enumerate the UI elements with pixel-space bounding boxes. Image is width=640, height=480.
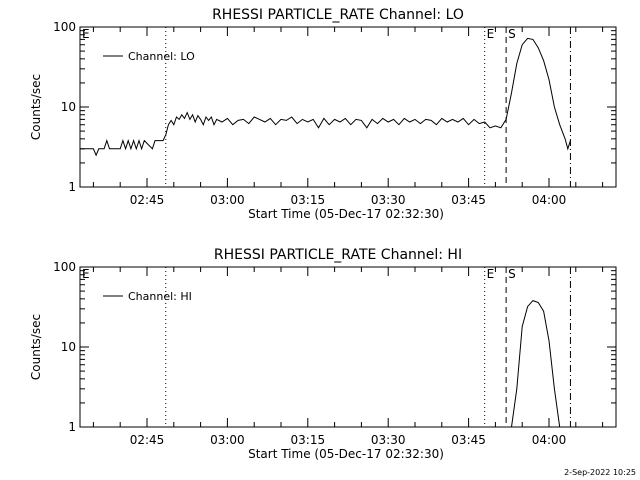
x-tick-label: 04:00 <box>532 193 567 207</box>
x-tick-label: 02:45 <box>130 193 165 207</box>
y-tick-label: 1 <box>68 420 76 434</box>
x-tick-label: 04:00 <box>532 433 567 447</box>
series-line <box>511 300 561 428</box>
chart-title: RHESSI PARTICLE_RATE Channel: LO <box>212 7 464 23</box>
marker-label: E <box>82 267 90 281</box>
chart-title: RHESSI PARTICLE_RATE Channel: HI <box>214 247 462 263</box>
y-axis-label: Counts/sec <box>29 314 43 380</box>
marker-label: S <box>508 267 516 281</box>
series-line <box>80 37 571 157</box>
x-tick-label: 03:45 <box>451 193 486 207</box>
marker-label: E <box>82 27 90 41</box>
x-tick-label: 03:30 <box>371 433 406 447</box>
y-tick-label: 10 <box>61 340 76 354</box>
x-tick-label: 03:45 <box>451 433 486 447</box>
chart-panel-1: RHESSI PARTICLE_RATE Channel: LO 1 10 100 02… <box>29 7 617 221</box>
x-axis-label: Start Time (05-Dec-17 02:32:30) <box>248 447 444 461</box>
legend-entry: Channel: LO <box>128 50 195 63</box>
x-tick-label: 02:45 <box>130 433 165 447</box>
x-tick-label: 03:00 <box>210 433 245 447</box>
marker-label: E <box>487 27 495 41</box>
x-axis-label: Start Time (05-Dec-17 02:32:30) <box>248 207 444 221</box>
x-tick-label: 03:15 <box>291 433 326 447</box>
x-tick-label: 03:30 <box>371 193 406 207</box>
x-tick-label: 03:15 <box>291 193 326 207</box>
marker-label: E <box>487 267 495 281</box>
chart-panel-2: RHESSI PARTICLE_RATE Channel: HI 1 10 100 02… <box>29 247 617 461</box>
y-tick-label: 100 <box>53 20 76 34</box>
y-tick-label: 10 <box>61 100 76 114</box>
y-axis-label: Counts/sec <box>29 74 43 140</box>
legend-entry: Channel: HI <box>128 290 192 303</box>
x-tick-label: 03:00 <box>210 193 245 207</box>
y-tick-label: 1 <box>68 180 76 194</box>
y-tick-label: 100 <box>53 260 76 274</box>
marker-label: S <box>508 27 516 41</box>
plot-date-stamp: 2-Sep-2022 10:25 <box>564 468 636 477</box>
